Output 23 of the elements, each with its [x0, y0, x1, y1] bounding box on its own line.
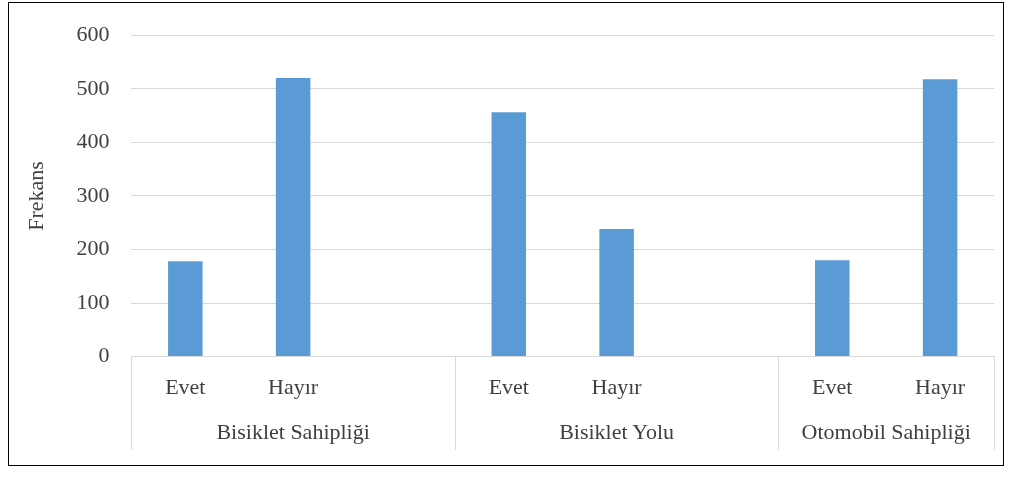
x-tick-label: Hayır — [268, 373, 319, 399]
y-tick-label: 400 — [76, 128, 110, 154]
y-tick-label: 500 — [76, 74, 110, 100]
text: Otomobil Sahipliği — [801, 419, 971, 445]
text: Bisiklet Yolu — [559, 419, 675, 445]
x-tick-label: Evet — [812, 373, 853, 399]
y-tick-label: 100 — [76, 288, 110, 314]
y-axis-title: Frekans — [22, 161, 48, 231]
text: Bisiklet Sahipliği — [216, 419, 370, 445]
x-tick-label: Hayır — [591, 373, 643, 399]
bar — [491, 112, 527, 357]
bar — [815, 260, 850, 357]
y-tick-label: 300 — [76, 181, 110, 207]
bar — [599, 229, 634, 357]
x-tick-label: Hayır — [915, 373, 966, 399]
x-tick-label: Evet — [165, 373, 206, 399]
y-tick-label: 600 — [76, 20, 110, 46]
bar — [275, 78, 311, 357]
x-tick-label: Evet — [488, 373, 529, 399]
bar — [168, 261, 203, 357]
y-tick-label: 200 — [76, 235, 110, 261]
bar — [922, 79, 958, 357]
y-tick-label: 0 — [98, 342, 110, 368]
